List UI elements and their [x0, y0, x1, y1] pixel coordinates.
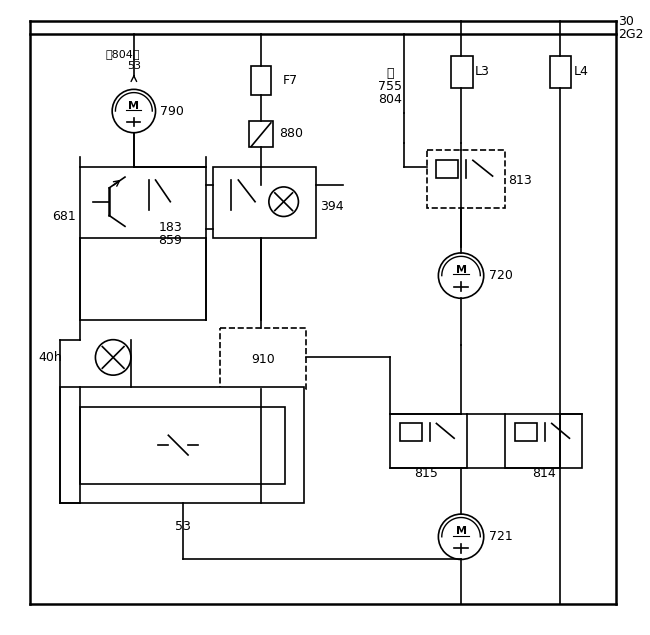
Text: M: M: [128, 100, 139, 110]
Bar: [390, 413, 467, 468]
Bar: [213, 167, 316, 238]
Bar: [550, 56, 571, 88]
Text: 790: 790: [161, 105, 185, 117]
Text: M: M: [456, 526, 467, 536]
Text: 681: 681: [52, 210, 76, 223]
Bar: [515, 424, 537, 441]
Bar: [506, 413, 582, 468]
Bar: [436, 160, 458, 178]
Text: 30: 30: [618, 15, 634, 28]
Text: 804: 804: [378, 93, 402, 105]
Bar: [451, 56, 473, 88]
Text: 53: 53: [127, 61, 141, 70]
Bar: [249, 121, 273, 147]
Text: 721: 721: [489, 530, 512, 544]
Bar: [80, 167, 206, 238]
Text: 2G2: 2G2: [618, 28, 644, 41]
Text: M: M: [456, 265, 467, 275]
Text: 接: 接: [386, 67, 394, 80]
Bar: [80, 406, 285, 484]
Text: 接804与: 接804与: [106, 49, 140, 59]
Text: 755: 755: [378, 80, 402, 93]
Text: F7: F7: [283, 74, 298, 87]
Text: 183: 183: [159, 221, 182, 234]
Bar: [220, 328, 306, 389]
Text: 720: 720: [489, 269, 512, 282]
Text: 40h: 40h: [38, 351, 62, 364]
Text: 880: 880: [279, 127, 303, 140]
Text: 53: 53: [176, 521, 191, 533]
Text: 815: 815: [415, 467, 439, 480]
Text: L4: L4: [573, 65, 588, 78]
Text: L3: L3: [475, 65, 489, 78]
Text: 859: 859: [159, 234, 183, 246]
Bar: [400, 424, 422, 441]
Text: 910: 910: [251, 353, 275, 366]
Bar: [426, 150, 506, 208]
Bar: [60, 387, 304, 504]
Text: 813: 813: [508, 173, 532, 187]
Text: 394: 394: [320, 200, 344, 213]
Text: 814: 814: [532, 467, 556, 480]
Bar: [251, 65, 271, 95]
